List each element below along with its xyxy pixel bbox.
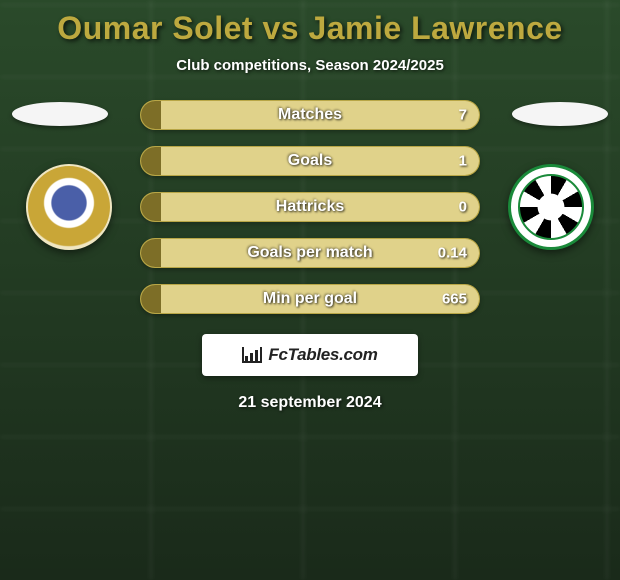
date-label: 21 september 2024 xyxy=(238,394,381,412)
stat-bar-left-fill xyxy=(141,101,161,129)
stat-value: 1 xyxy=(459,153,467,170)
stat-bar-left-fill xyxy=(141,239,161,267)
stat-label: Hattricks xyxy=(276,198,344,216)
bar-chart-icon xyxy=(242,347,262,363)
page-title: Oumar Solet vs Jamie Lawrence xyxy=(57,10,562,47)
stat-label: Goals xyxy=(288,152,332,170)
stat-bar: Hattricks 0 xyxy=(140,192,480,222)
subtitle: Club competitions, Season 2024/2025 xyxy=(176,57,444,74)
stat-label: Goals per match xyxy=(247,244,372,262)
club-badge-left xyxy=(26,164,112,250)
player-marker-left xyxy=(12,102,108,126)
stat-bar-left-fill xyxy=(141,193,161,221)
branding-text: FcTables.com xyxy=(268,345,377,365)
player-marker-right xyxy=(512,102,608,126)
stat-bar-left-fill xyxy=(141,147,161,175)
stat-bar: Min per goal 665 xyxy=(140,284,480,314)
stat-label: Min per goal xyxy=(263,290,357,308)
comparison-body: Matches 7 Goals 1 Hattricks 0 Goals per match 0… xyxy=(0,100,620,314)
stat-bar: Goals 1 xyxy=(140,146,480,176)
stat-value: 665 xyxy=(442,291,467,308)
stat-value: 0 xyxy=(459,199,467,216)
stat-bar: Matches 7 xyxy=(140,100,480,130)
comparison-card: Oumar Solet vs Jamie Lawrence Club compe… xyxy=(0,0,620,580)
stat-label: Matches xyxy=(278,106,342,124)
branding-box: FcTables.com xyxy=(202,334,418,376)
stat-value: 0.14 xyxy=(438,245,467,262)
soccer-ball-icon xyxy=(518,174,584,240)
stat-bar: Goals per match 0.14 xyxy=(140,238,480,268)
stat-value: 7 xyxy=(459,107,467,124)
stat-bar-left-fill xyxy=(141,285,161,313)
stat-bars: Matches 7 Goals 1 Hattricks 0 Goals per match 0… xyxy=(140,100,480,314)
club-badge-right xyxy=(508,164,594,250)
